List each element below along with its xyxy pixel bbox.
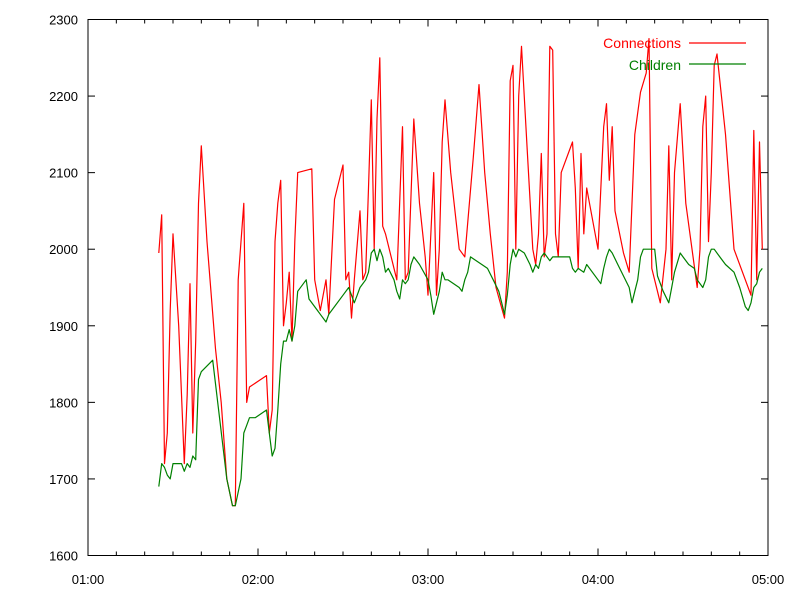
series-lines: [158, 37, 763, 507]
legend-label-connections: Connections: [603, 35, 681, 51]
series-line-connections: [158, 37, 763, 507]
y-tick-label: 2200: [49, 89, 78, 104]
y-tick-label: 1900: [49, 319, 78, 334]
y-tick-label: 2300: [49, 13, 78, 28]
x-tick-label: 01:00: [72, 572, 105, 587]
x-tick-label: 04:00: [582, 572, 615, 587]
axis-tick-labels: 1600 1700 1800 1900 2000 2100 2200 2300 01:00 02:…: [49, 13, 784, 588]
x-tick-label: 02:00: [242, 572, 275, 587]
series-line-children: [158, 248, 763, 507]
axis-ticks: [87, 19, 769, 556]
x-tick-label: 03:00: [412, 572, 445, 587]
y-tick-label: 1700: [49, 472, 78, 487]
legend-label-children: Children: [629, 57, 681, 73]
y-tick-label: 2000: [49, 242, 78, 257]
y-tick-label: 2100: [49, 166, 78, 181]
y-tick-label: 1600: [49, 549, 78, 564]
legend: Connections Children: [603, 35, 746, 73]
y-tick-label: 1800: [49, 395, 78, 410]
x-tick-label: 05:00: [752, 572, 785, 587]
